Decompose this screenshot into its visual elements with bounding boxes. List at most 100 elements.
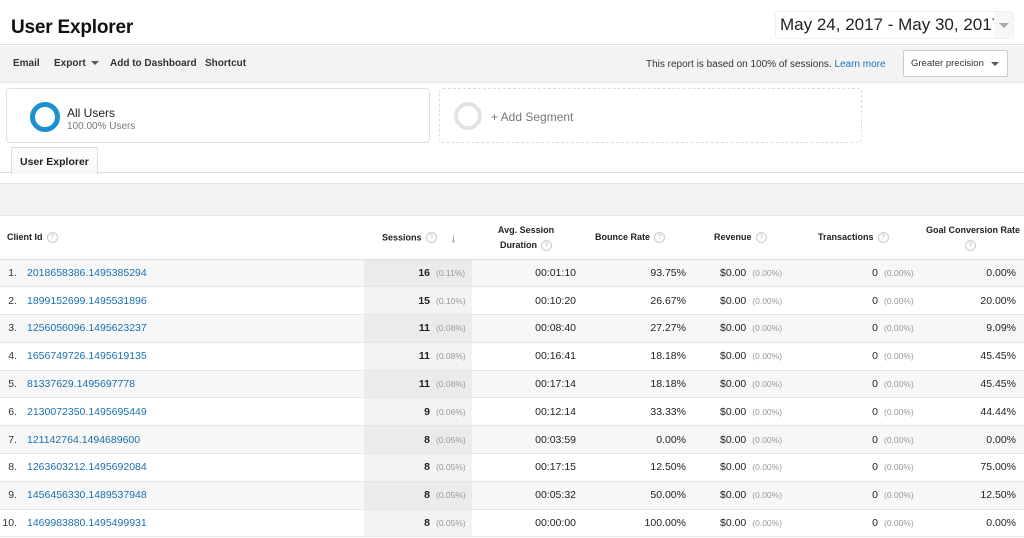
client-id-link[interactable]: 2130072350.1495695449 <box>27 405 147 418</box>
add-segment-label: + Add Segment <box>491 110 574 124</box>
revenue-cell: $0.00 (0.00%) <box>692 286 808 316</box>
row-number: 6. <box>8 405 17 418</box>
table-row: 1. 2018658386.1495385294 16 (0.11%) 00:01:… <box>0 259 1024 288</box>
avg-session-duration-cell: 00:05:32 <box>472 481 580 510</box>
transactions-percent: (0.00%) <box>884 351 914 362</box>
bounce-rate-cell: 18.18% <box>580 342 692 371</box>
transactions-value: 0 <box>872 489 878 502</box>
learn-more-link[interactable]: Learn more <box>834 59 886 70</box>
client-id-link[interactable]: 1263603212.1495692084 <box>27 461 147 474</box>
help-icon[interactable]: ? <box>755 232 767 244</box>
table-row: 8. 1263603212.1495692084 8 (0.05%) 00:17:1… <box>0 453 1024 482</box>
sessions-cell: 11 (0.08%) <box>364 314 472 343</box>
avg-session-duration-cell: 00:00:00 <box>472 509 580 538</box>
revenue-percent: (0.00%) <box>752 295 783 306</box>
sort-descending-icon[interactable]: ↓ <box>450 230 457 245</box>
revenue-percent: (0.00%) <box>752 406 783 417</box>
column-header-sessions[interactable]: Sessions? ↓ <box>364 217 472 260</box>
chevron-down-icon[interactable] <box>994 12 1013 38</box>
table-row: 2. 1899152699.1495531896 15 (0.10%) 00:10:… <box>0 286 1024 316</box>
column-header-transactions[interactable]: Transactions? <box>808 217 920 260</box>
row-number: 9. <box>8 489 17 502</box>
segment-bar: All Users 100.00% Users + Add Segment <box>0 84 1024 173</box>
client-id-cell: 8. 1263603212.1495692084 <box>0 453 364 482</box>
revenue-percent: (0.00%) <box>752 351 783 362</box>
help-icon[interactable]: ? <box>425 232 437 244</box>
client-id-link[interactable]: 1656749726.1495619135 <box>27 350 147 363</box>
goal-conversion-rate-cell: 9.09% <box>920 314 1024 343</box>
client-id-link[interactable]: 81337629.1495697778 <box>27 378 136 391</box>
transactions-value: 0 <box>872 294 878 307</box>
add-to-dashboard-button[interactable]: Add to Dashboard <box>110 58 197 69</box>
transactions-percent: (0.00%) <box>884 379 914 390</box>
transactions-percent: (0.00%) <box>884 406 914 417</box>
revenue-cell: $0.00 (0.00%) <box>692 370 808 399</box>
revenue-cell: $0.00 (0.00%) <box>692 509 808 538</box>
revenue-cell: $0.00 (0.00%) <box>692 425 808 455</box>
help-icon[interactable]: ? <box>654 232 666 244</box>
transactions-cell: 0 (0.00%) <box>808 286 920 316</box>
client-id-link[interactable]: 1456456330.1489537948 <box>27 489 147 502</box>
column-header-goal-conversion-rate[interactable]: Goal Conversion Rate? <box>920 217 1024 260</box>
column-header-client-id[interactable]: Client Id? <box>0 217 364 260</box>
help-icon[interactable]: ? <box>46 232 58 244</box>
transactions-percent: (0.00%) <box>884 490 914 501</box>
date-range-picker[interactable]: May 24, 2017 - May 30, 2017 <box>775 11 1014 39</box>
revenue-value: $0.00 <box>720 378 747 391</box>
add-segment-button[interactable]: + Add Segment <box>439 88 862 143</box>
bounce-rate-cell: 27.27% <box>580 314 692 343</box>
segment-name: All Users <box>67 106 116 120</box>
sessions-percent: (0.05%) <box>436 462 466 473</box>
shortcut-button[interactable]: Shortcut <box>205 58 247 69</box>
column-header-bounce-rate[interactable]: Bounce Rate? <box>580 217 692 260</box>
avg-session-duration-cell: 00:16:41 <box>472 342 580 371</box>
column-header-revenue[interactable]: Revenue? <box>692 217 808 260</box>
sessions-cell: 16 (0.11%) <box>364 259 472 288</box>
sessions-value: 11 <box>418 378 430 391</box>
sessions-value: 11 <box>418 322 430 335</box>
revenue-cell: $0.00 (0.00%) <box>692 259 808 288</box>
email-button[interactable]: Email <box>13 58 40 69</box>
help-icon[interactable]: ? <box>541 239 552 251</box>
help-icon[interactable]: ? <box>965 240 976 252</box>
revenue-value: $0.00 <box>720 266 747 279</box>
revenue-value: $0.00 <box>720 517 747 530</box>
revenue-value: $0.00 <box>720 294 747 307</box>
client-id-cell: 7. 121142764.1494689600 <box>0 425 364 455</box>
precision-label: Greater precision <box>911 58 984 69</box>
avg-session-duration-cell: 00:03:59 <box>472 425 580 455</box>
transactions-value: 0 <box>872 433 878 446</box>
sessions-cell: 9 (0.06%) <box>364 397 472 427</box>
revenue-value: $0.00 <box>720 461 747 474</box>
revenue-cell: $0.00 (0.00%) <box>692 453 808 482</box>
transactions-value: 0 <box>872 322 878 335</box>
client-id-link[interactable]: 1469983880.1495499931 <box>27 517 147 530</box>
client-id-link[interactable]: 121142764.1494689600 <box>27 433 141 446</box>
revenue-percent: (0.00%) <box>752 323 783 334</box>
client-id-link[interactable]: 2018658386.1495385294 <box>27 266 147 279</box>
client-id-link[interactable]: 1256056096.1495623237 <box>27 322 147 335</box>
transactions-cell: 0 (0.00%) <box>808 453 920 482</box>
sessions-cell: 8 (0.05%) <box>364 453 472 482</box>
sessions-percent: (0.08%) <box>436 351 466 362</box>
sessions-percent: (0.05%) <box>436 518 466 529</box>
sessions-cell: 8 (0.05%) <box>364 481 472 510</box>
precision-dropdown[interactable]: Greater precision <box>903 50 1008 77</box>
date-range-label: May 24, 2017 - May 30, 2017 <box>780 15 1002 34</box>
bounce-rate-cell: 26.67% <box>580 286 692 316</box>
sessions-cell: 11 (0.08%) <box>364 342 472 371</box>
client-id-link[interactable]: 1899152699.1495531896 <box>27 294 147 307</box>
caret-down-icon <box>90 61 99 66</box>
client-id-cell: 1. 2018658386.1495385294 <box>0 259 364 288</box>
tab-user-explorer[interactable]: User Explorer <box>11 147 98 174</box>
revenue-cell: $0.00 (0.00%) <box>692 342 808 371</box>
column-header-avg-session-duration[interactable]: Avg. Session Duration? <box>472 217 580 260</box>
page-title: User Explorer <box>11 17 134 38</box>
sessions-value: 8 <box>424 517 430 530</box>
export-button[interactable]: Export <box>54 58 99 69</box>
bounce-rate-cell: 12.50% <box>580 453 692 482</box>
segment-all-users[interactable]: All Users 100.00% Users <box>6 88 430 143</box>
revenue-value: $0.00 <box>720 322 747 335</box>
report-toolbar: Email Export Add to Dashboard Shortcut T… <box>0 46 1024 83</box>
help-icon[interactable]: ? <box>877 232 889 244</box>
